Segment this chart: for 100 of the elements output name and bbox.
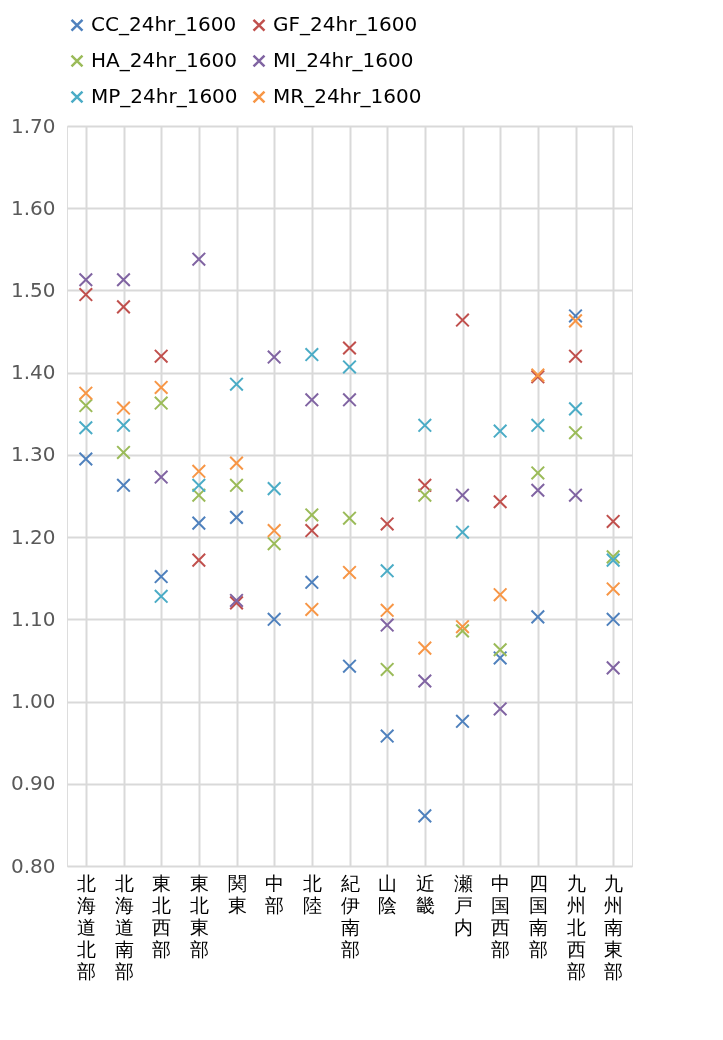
point <box>116 299 131 315</box>
point <box>492 423 508 439</box>
point <box>379 662 395 677</box>
point <box>455 713 470 729</box>
point <box>455 312 470 328</box>
point <box>530 482 546 498</box>
point <box>605 581 621 597</box>
point <box>530 417 546 433</box>
point <box>342 565 357 580</box>
y-tick-label: 1.10 <box>10 606 56 631</box>
point <box>530 465 546 481</box>
point <box>568 313 583 329</box>
point <box>116 272 131 288</box>
point <box>492 650 508 666</box>
point <box>492 587 508 602</box>
y-tick-label: 1.40 <box>10 360 56 385</box>
y-tick-label: 1.50 <box>10 277 56 302</box>
point <box>191 251 207 267</box>
y-tick-label: 1.00 <box>10 689 56 714</box>
point <box>379 728 395 744</box>
x-tick-label: 紀伊南部 <box>340 871 360 960</box>
point <box>116 477 131 493</box>
x-tick-label: 瀬戸内 <box>453 871 473 938</box>
y-tick-label: 0.80 <box>10 853 56 878</box>
point <box>191 477 207 493</box>
x-tick-label: 中部 <box>265 871 285 916</box>
point <box>304 347 320 362</box>
point <box>304 575 320 590</box>
point <box>455 623 470 639</box>
legend-label: MR_24hr_1600 <box>273 84 422 108</box>
point <box>342 658 357 674</box>
point <box>78 420 94 436</box>
point <box>229 510 244 525</box>
point <box>417 808 433 824</box>
x-tick-label: 近畿 <box>415 871 435 916</box>
point <box>492 701 508 717</box>
y-tick-label: 0.90 <box>10 771 56 796</box>
point <box>266 612 282 627</box>
point <box>492 642 508 658</box>
legend-label: HA_24hr_1600 <box>91 48 237 72</box>
y-tick-label: 1.20 <box>10 524 56 549</box>
point <box>116 445 131 460</box>
point <box>153 588 169 604</box>
point <box>266 536 282 552</box>
point <box>153 380 169 395</box>
point <box>492 494 508 510</box>
point <box>153 348 169 364</box>
point <box>605 660 621 676</box>
point <box>153 569 169 584</box>
point <box>78 451 94 467</box>
point <box>229 376 244 392</box>
point <box>417 640 433 656</box>
point <box>568 348 583 364</box>
point <box>304 602 320 617</box>
point <box>417 417 433 433</box>
legend-label: CC_24hr_1600 <box>91 12 237 37</box>
legend-label: GF_24hr_1600 <box>273 12 418 37</box>
point <box>568 425 583 441</box>
point <box>78 398 94 413</box>
point <box>455 487 470 503</box>
x-tick-label: 北海道北部 <box>76 871 96 982</box>
point <box>605 514 621 529</box>
point <box>455 619 470 635</box>
point <box>78 272 94 288</box>
point <box>78 385 94 401</box>
point <box>304 392 320 408</box>
x-tick-label: 北陸 <box>302 871 322 916</box>
point <box>78 287 94 302</box>
point <box>229 477 244 493</box>
point <box>266 349 282 365</box>
y-tick-label: 1.30 <box>10 442 56 467</box>
point <box>342 510 357 526</box>
point <box>191 515 207 531</box>
legend-label: MI_24hr_1600 <box>273 48 414 72</box>
point <box>304 523 320 538</box>
x-tick-label: 九州北西部 <box>566 871 586 982</box>
point <box>568 487 583 503</box>
x-tick-label: 北海道南部 <box>114 871 134 982</box>
point <box>530 609 546 625</box>
point <box>568 401 583 417</box>
y-tick-label: 1.70 <box>10 113 56 138</box>
x-tick-label: 関東 <box>227 871 247 916</box>
y-tick-label: 1.60 <box>10 195 56 220</box>
point <box>568 308 583 324</box>
x-tick-label: 東北東部 <box>189 871 209 960</box>
legend-label: MP_24hr_1600 <box>91 84 238 108</box>
point <box>342 340 357 356</box>
point <box>379 617 395 633</box>
point <box>379 516 395 532</box>
point <box>266 523 282 538</box>
point <box>153 469 169 485</box>
point <box>417 477 433 493</box>
x-tick-label: 東北西部 <box>152 871 172 960</box>
point <box>191 487 207 503</box>
point <box>417 487 433 503</box>
point <box>266 481 282 496</box>
x-tick-label: 中国西部 <box>491 871 511 960</box>
x-tick-label: 山陰 <box>378 871 398 916</box>
point <box>191 464 207 479</box>
point <box>116 400 131 416</box>
